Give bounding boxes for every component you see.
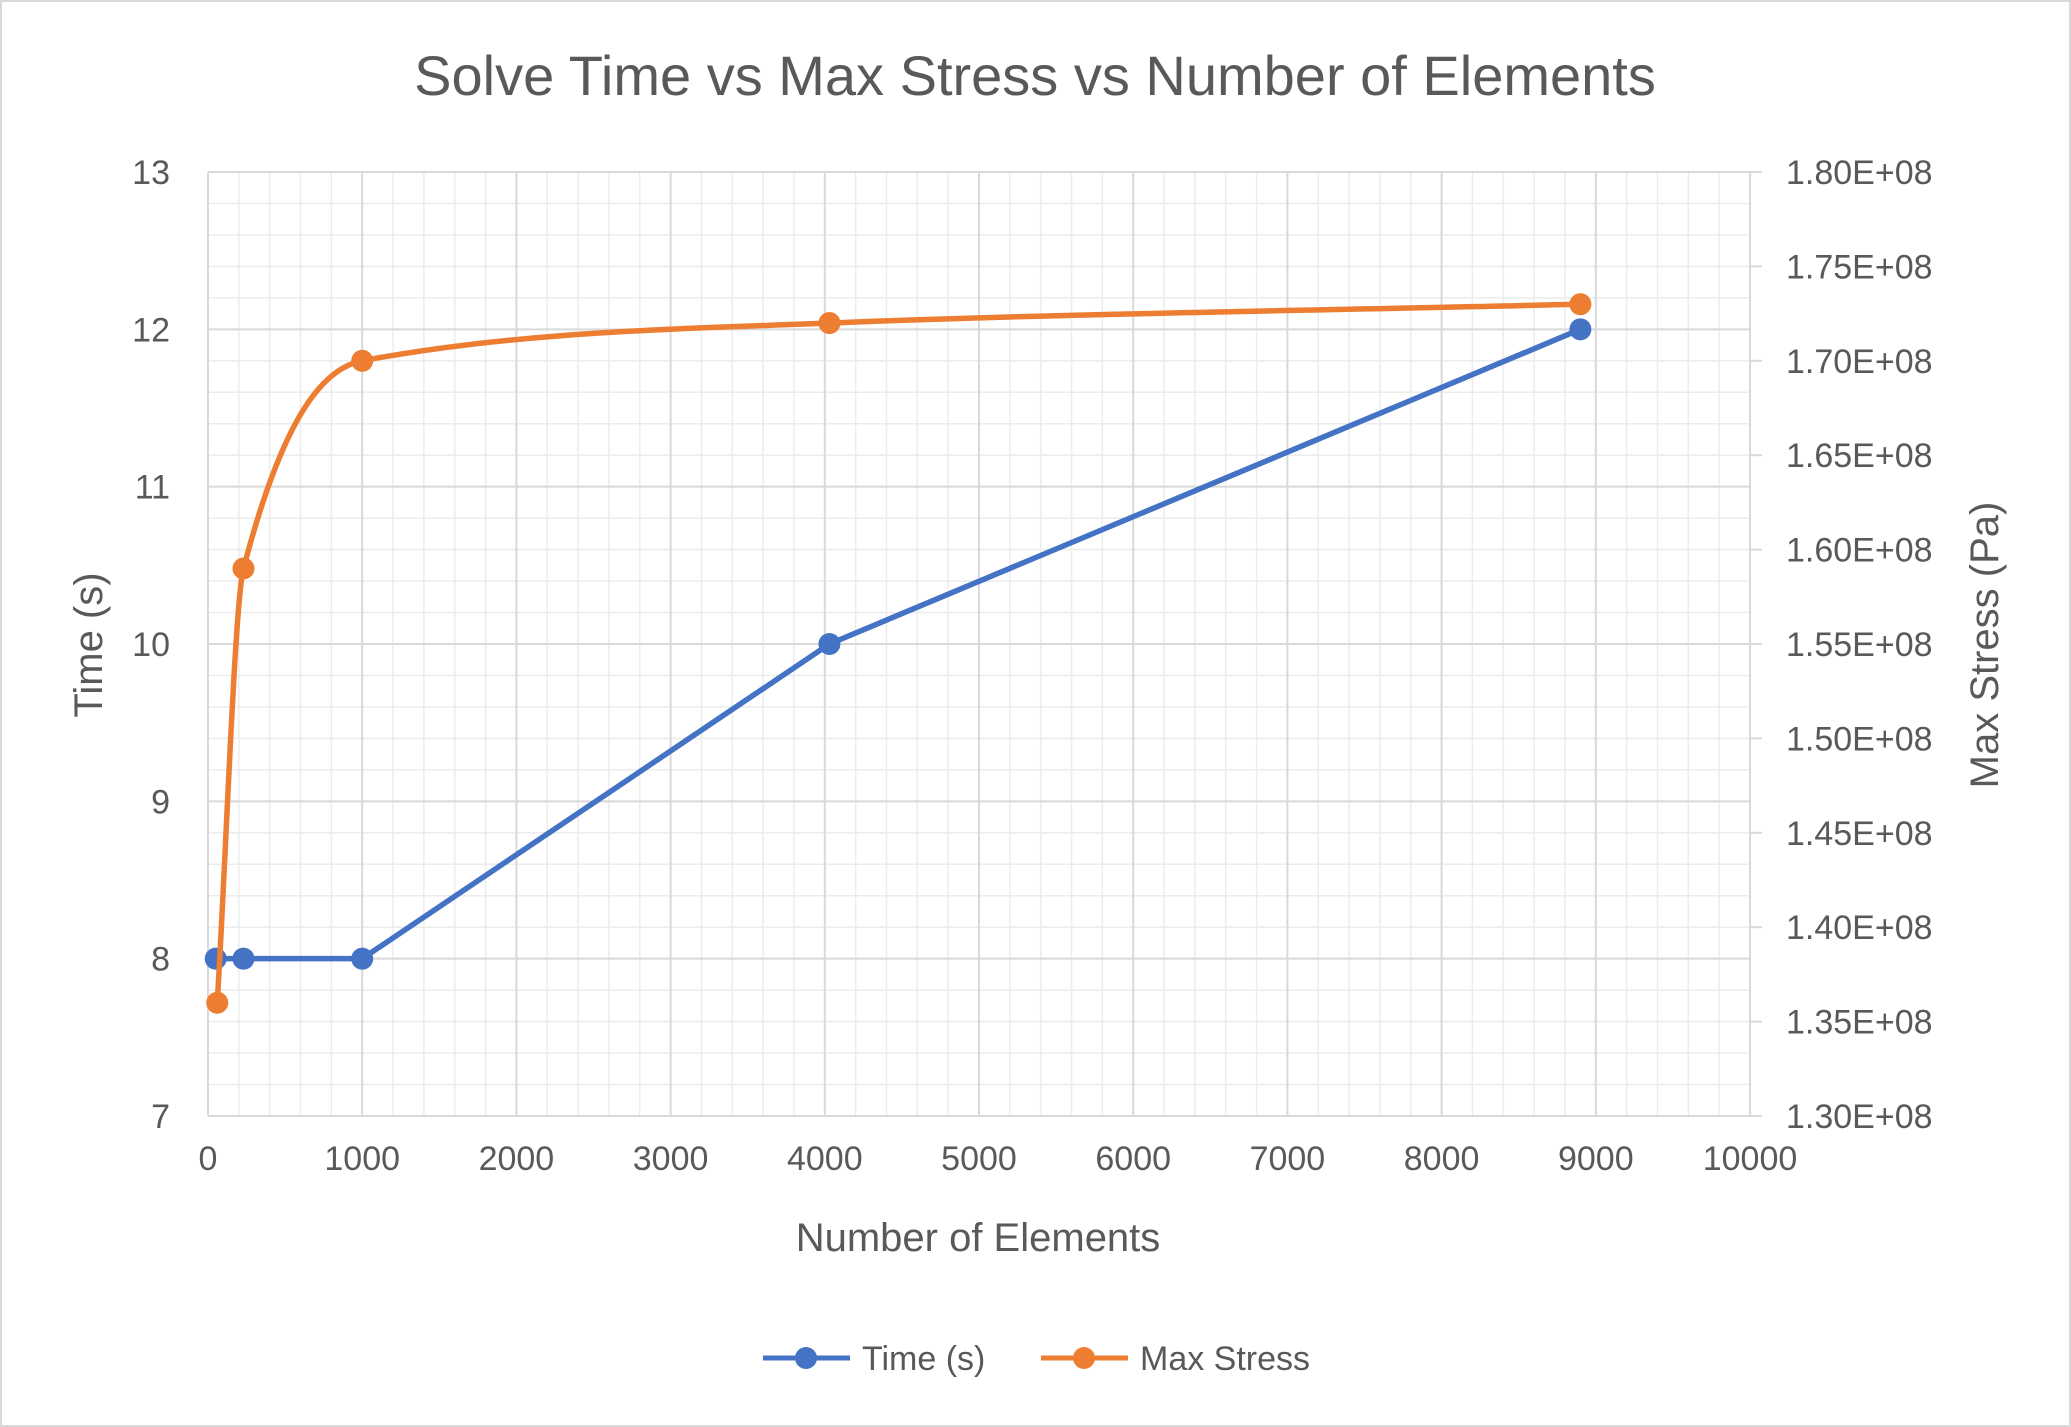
legend-time-marker xyxy=(795,1347,817,1369)
x-tick-label: 10000 xyxy=(1703,1140,1798,1178)
data-point-time xyxy=(818,633,841,655)
y-tick-label: 9 xyxy=(151,783,170,821)
y-tick-label: 7 xyxy=(151,1098,170,1136)
legend-item-max-stress: Max Stress xyxy=(1041,1340,1310,1378)
y-tick-label: 10 xyxy=(132,626,170,664)
legend-stress-label: Max Stress xyxy=(1140,1340,1310,1378)
x-tick-label: 4000 xyxy=(787,1140,863,1178)
legend: Time (s) Max Stress xyxy=(763,1340,1310,1378)
data-point-time xyxy=(232,947,255,970)
y2-tick-label: 1.55E+08 xyxy=(1786,626,1933,664)
x-tick-label: 0 xyxy=(199,1140,218,1178)
y2-tick-label: 1.70E+08 xyxy=(1786,343,1933,381)
y-tick-label: 11 xyxy=(135,469,170,507)
x-tick-label: 1000 xyxy=(324,1140,400,1178)
y2-tick-label: 1.80E+08 xyxy=(1786,154,1933,192)
y2-tick-label: 1.60E+08 xyxy=(1786,532,1933,570)
x-tick-label: 3000 xyxy=(633,1140,709,1178)
data-point-time xyxy=(204,947,227,970)
x-axis-title: Number of Elements xyxy=(796,1216,1161,1260)
y2-tick-label: 1.50E+08 xyxy=(1786,720,1933,758)
x-tick-label: 6000 xyxy=(1095,1140,1171,1178)
y2-tick-label: 1.30E+08 xyxy=(1786,1098,1933,1136)
data-point-time xyxy=(1569,318,1592,341)
legend-stress-marker xyxy=(1073,1347,1095,1369)
data-point-max-stress xyxy=(1569,293,1592,316)
data-point-max-stress xyxy=(206,991,229,1014)
y2-tick-label: 1.75E+08 xyxy=(1786,248,1933,286)
major-gridlines xyxy=(207,171,1751,1117)
y-axis-title: Time (s) xyxy=(67,572,111,717)
y-tick-label: 12 xyxy=(132,311,170,349)
data-point-max-stress xyxy=(351,349,374,372)
data-point-max-stress xyxy=(818,312,841,335)
x-tick-label: 9000 xyxy=(1558,1140,1634,1178)
y2-tick-label: 1.40E+08 xyxy=(1786,909,1933,947)
y2-tick-label: 1.45E+08 xyxy=(1786,815,1933,853)
x-tick-label: 2000 xyxy=(479,1140,555,1178)
legend-item-time: Time (s) xyxy=(763,1340,985,1378)
y-tick-label: 13 xyxy=(132,154,170,192)
series-layer xyxy=(204,293,1592,1014)
x-tick-label: 8000 xyxy=(1404,1140,1480,1178)
chart-title: Solve Time vs Max Stress vs Number of El… xyxy=(414,44,1656,107)
y2-tick-label: 1.35E+08 xyxy=(1786,1004,1933,1042)
legend-time-label: Time (s) xyxy=(862,1340,985,1378)
data-point-time xyxy=(351,947,374,970)
data-point-max-stress xyxy=(232,557,255,580)
y2-tick-label: 1.65E+08 xyxy=(1786,437,1933,475)
series-line-max-stress xyxy=(214,301,1584,1006)
y2-axis-title: Max Stress (Pa) xyxy=(1963,502,2007,789)
x-axis-tick-labels: 0 1000 2000 3000 4000 5000 6000 7000 8000 9000 100… xyxy=(199,1140,1798,1178)
y-tick-label: 8 xyxy=(151,941,170,979)
x-tick-label: 5000 xyxy=(941,1140,1017,1178)
y2-axis-tick-labels: 1.30E+08 1.35E+08 1.40E+08 1.45E+08 1.50E+08… xyxy=(1786,154,1933,1136)
y-axis-tick-labels: 7 8 9 10 11 12 13 xyxy=(132,154,170,1136)
x-tick-label: 7000 xyxy=(1250,1140,1326,1178)
